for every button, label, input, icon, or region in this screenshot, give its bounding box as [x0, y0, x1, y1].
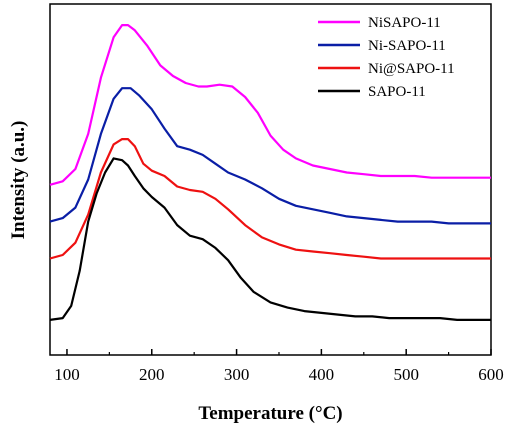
plot-frame — [49, 3, 492, 356]
series-layer — [49, 24, 491, 321]
legend: NiSAPO-11 Ni-SAPO-11 Ni@SAPO-11 SAPO-11 — [318, 15, 455, 100]
legend-label-2: Ni@SAPO-11 — [368, 61, 455, 77]
x-tick-label: 600 — [478, 365, 504, 384]
series-line-3 — [49, 157, 491, 321]
series-line-0 — [49, 24, 491, 186]
series-line-1 — [49, 87, 491, 225]
x-axis-title: Temperature (°C) — [198, 403, 342, 424]
series-line-2 — [49, 138, 491, 260]
x-axis-ticks: 100 200 300 400 500 600 — [54, 349, 504, 384]
x-tick-label: 500 — [393, 365, 419, 384]
y-axis-title: Intensity (a.u.) — [8, 121, 29, 240]
x-tick-label: 200 — [139, 365, 165, 384]
x-tick-label: 100 — [54, 365, 80, 384]
legend-label-3: SAPO-11 — [368, 84, 426, 100]
x-tick-label: 400 — [309, 365, 335, 384]
legend-label-1: Ni-SAPO-11 — [368, 38, 446, 54]
x-tick-label: 300 — [224, 365, 250, 384]
legend-label-0: NiSAPO-11 — [368, 15, 441, 31]
